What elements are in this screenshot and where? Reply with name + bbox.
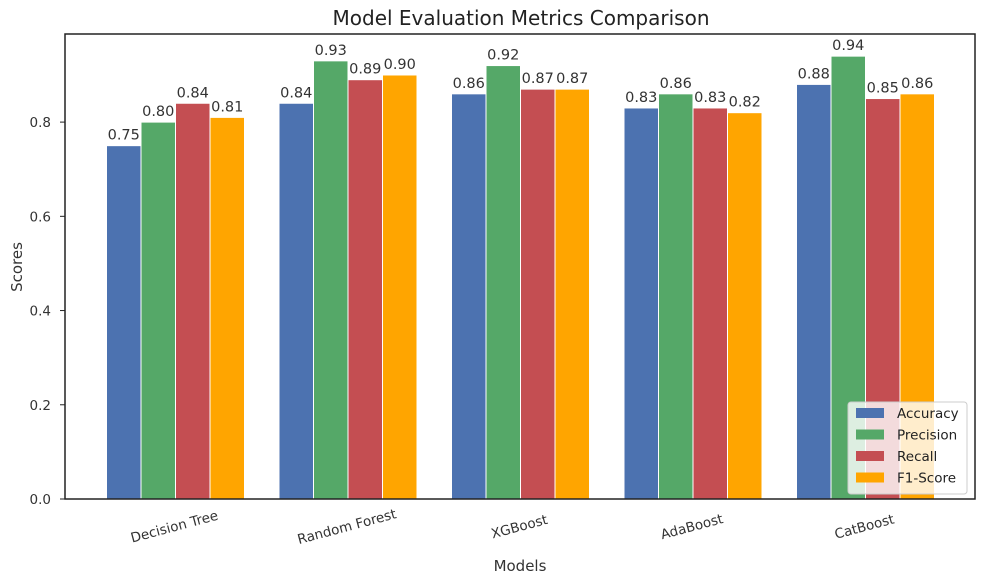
- data-label: 0.93: [315, 43, 347, 59]
- y-tick-label: 0.2: [30, 398, 51, 414]
- data-label: 0.84: [177, 85, 209, 101]
- bar-recall-random-forest: [347, 79, 383, 500]
- bar-recall-adaboost: [692, 107, 728, 500]
- data-label: 0.75: [108, 128, 140, 144]
- legend-swatch: [856, 451, 884, 461]
- legend-entry: Recall: [897, 449, 937, 465]
- y-axis-label: Scores: [8, 242, 26, 292]
- legend-swatch: [856, 429, 884, 440]
- data-label: 0.80: [142, 104, 174, 120]
- legend-entry: Precision: [897, 428, 957, 444]
- data-label: 0.83: [625, 90, 657, 106]
- data-label: 0.86: [453, 76, 485, 92]
- data-label: 0.94: [832, 38, 864, 54]
- bar-precision-random-forest: [313, 60, 349, 500]
- data-label: 0.87: [556, 71, 588, 87]
- bar-accuracy-xgboost: [451, 93, 487, 500]
- data-label: 0.86: [901, 76, 933, 92]
- bar-f1-score-decision-tree: [209, 116, 245, 500]
- bar-recall-xgboost: [520, 88, 556, 500]
- x-axis-ticks: Decision Tree Random Forest XGBoost AdaBoos…: [129, 506, 896, 548]
- bar-f1-score-random-forest: [382, 74, 418, 500]
- legend-swatch: [856, 472, 884, 483]
- bar-accuracy-catboost: [796, 83, 832, 500]
- y-axis-ticks: 0.0 0.2 0.4 0.6 0.8: [30, 115, 65, 508]
- data-label: 0.84: [280, 85, 312, 101]
- bar-precision-decision-tree: [140, 121, 176, 500]
- legend-entry: Accuracy: [897, 406, 959, 422]
- bar-recall-decision-tree: [175, 102, 211, 500]
- y-tick-label: 0.4: [30, 304, 51, 320]
- legend-entry: F1-Score: [897, 471, 956, 487]
- data-labels-group: 0.750.800.840.810.840.930.89 0.900.860.92…: [108, 38, 934, 144]
- plot-frame: [64, 33, 976, 500]
- bar-accuracy-random-forest: [278, 102, 314, 500]
- data-label: 0.88: [798, 66, 830, 82]
- x-tick-label: Decision Tree: [129, 508, 220, 547]
- bar-f1-score-xgboost: [554, 88, 590, 500]
- data-label: 0.81: [211, 99, 243, 115]
- y-tick-label: 0.8: [30, 115, 51, 131]
- bars-group: [106, 55, 935, 500]
- bar-accuracy-decision-tree: [106, 145, 142, 500]
- data-label: 0.86: [660, 76, 692, 92]
- x-axis-label: Models: [494, 557, 547, 575]
- x-tick-label: Random Forest: [296, 506, 398, 548]
- y-tick-label: 0.0: [30, 492, 51, 508]
- data-label: 0.82: [729, 95, 761, 111]
- legend-box: [847, 401, 968, 495]
- chart-title: Model Evaluation Metrics Comparison: [333, 6, 710, 30]
- y-tick-label: 0.6: [30, 209, 51, 225]
- x-tick-label: CatBoost: [833, 512, 896, 543]
- data-label: 0.92: [487, 48, 519, 64]
- bar-f1-score-adaboost: [727, 112, 763, 500]
- legend: Accuracy Precision Recall F1-Score: [847, 401, 968, 495]
- x-tick-label: AdaBoost: [659, 511, 725, 543]
- bar-precision-adaboost: [658, 93, 694, 500]
- bar-precision-xgboost: [485, 65, 521, 500]
- data-label: 0.90: [384, 57, 416, 73]
- data-label: 0.85: [867, 81, 899, 97]
- legend-swatch: [856, 408, 884, 418]
- data-label: 0.83: [694, 90, 726, 106]
- data-label: 0.87: [522, 71, 554, 87]
- x-tick-label: XGBoost: [489, 512, 549, 542]
- bar-accuracy-adaboost: [623, 107, 659, 500]
- data-label: 0.89: [349, 62, 381, 78]
